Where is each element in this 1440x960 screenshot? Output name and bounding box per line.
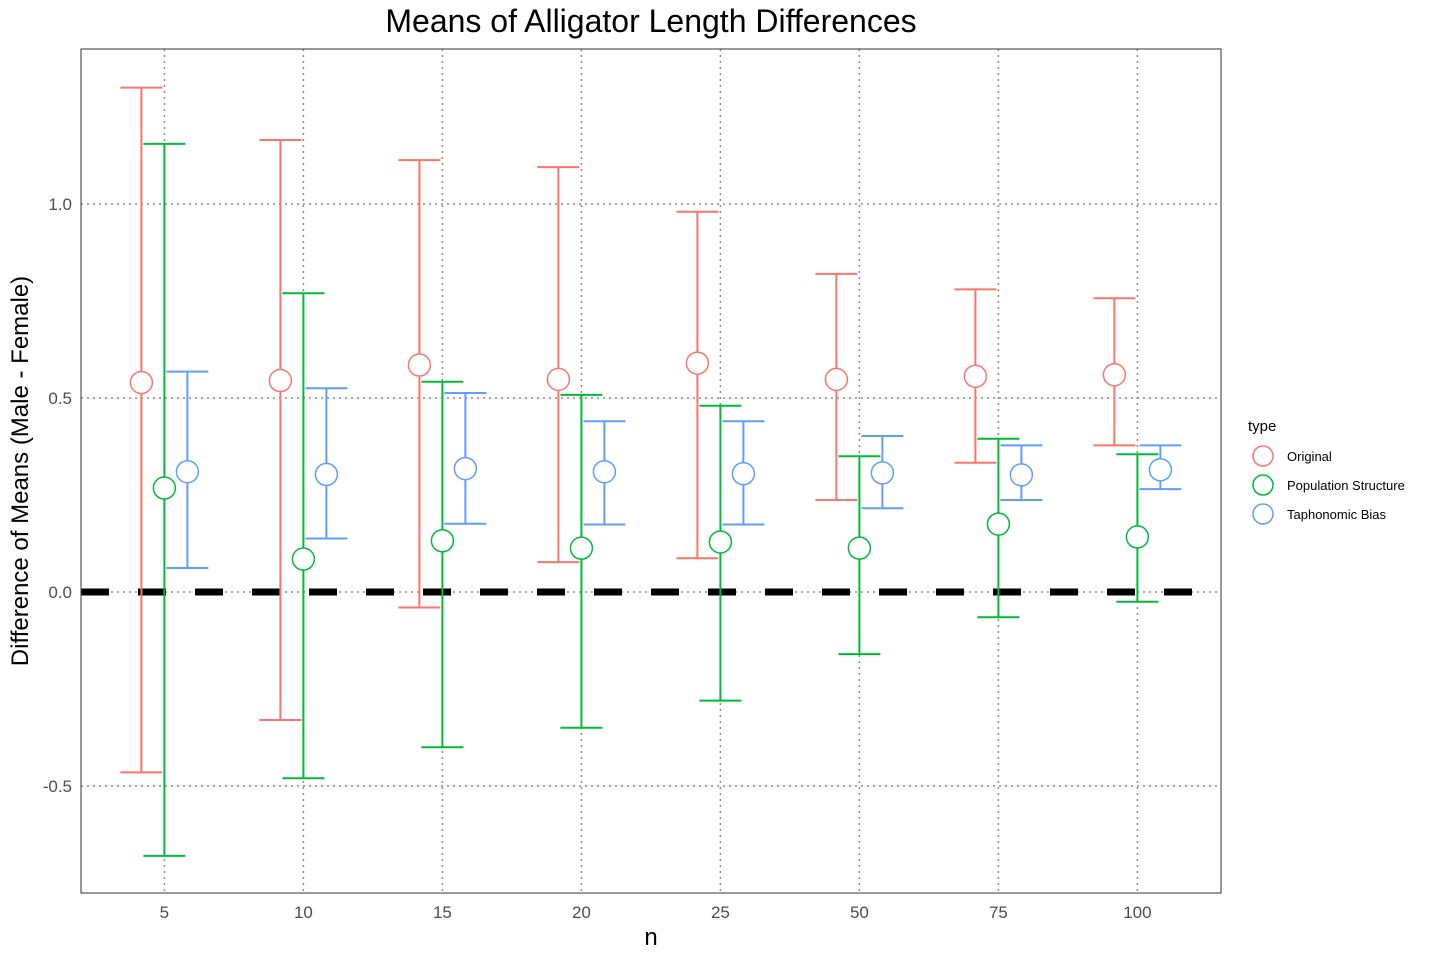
chart-title: Means of Alligator Length Differences	[385, 3, 916, 39]
legend-label: Taphonomic Bias	[1287, 507, 1386, 522]
data-point	[963, 364, 988, 389]
data-point	[685, 351, 710, 375]
legend-key	[1252, 503, 1274, 525]
y-tick-label: -0.5	[43, 777, 72, 796]
x-tick-label: 15	[433, 903, 452, 922]
data-point	[291, 547, 316, 571]
y-axis-title: Difference of Means (Male - Female)	[7, 276, 34, 666]
data-point	[129, 370, 154, 395]
data-point	[592, 459, 617, 484]
plot-area	[81, 49, 1221, 893]
data-point	[569, 536, 594, 560]
data-point	[546, 367, 571, 392]
x-tick-label: 75	[989, 903, 1008, 922]
x-tick-label: 20	[572, 903, 591, 922]
x-axis: 5 10 15 20 25 50 75 100	[160, 903, 1152, 922]
data-point	[175, 459, 200, 484]
data-point	[430, 529, 455, 553]
x-tick-label: 50	[850, 903, 869, 922]
x-tick-label: 100	[1123, 903, 1151, 922]
legend-key	[1252, 445, 1274, 467]
data-point	[708, 530, 733, 554]
y-tick-label: 1.0	[48, 195, 72, 214]
data-point	[407, 353, 432, 377]
legend: type Original Population Structure Taphono…	[1248, 418, 1405, 525]
series-taphonomic-bias	[166, 370, 1182, 569]
data-point	[453, 456, 478, 481]
data-point	[986, 512, 1011, 536]
data-point	[1125, 525, 1150, 549]
data-point	[268, 368, 293, 393]
legend-key	[1252, 474, 1274, 496]
data-point	[847, 536, 872, 560]
legend-label: Population Structure	[1287, 478, 1405, 493]
data-point	[1148, 458, 1173, 482]
plot-border	[80, 48, 1222, 894]
data-point	[314, 462, 339, 487]
data-point	[152, 476, 177, 500]
legend-title: type	[1248, 418, 1276, 435]
y-tick-label: 0.0	[48, 583, 72, 602]
legend-label: Original	[1287, 449, 1332, 464]
series-population-structure	[143, 142, 1159, 857]
x-tick-label: 5	[160, 903, 169, 922]
data-point	[731, 461, 756, 486]
y-axis: -0.5 0.0 0.5 1.0	[43, 195, 72, 796]
data-point	[870, 461, 895, 485]
x-tick-label: 10	[294, 903, 313, 922]
x-axis-title: n	[644, 924, 657, 951]
series-original	[120, 86, 1136, 774]
data-point	[1102, 362, 1127, 387]
data-point	[1009, 463, 1034, 487]
x-tick-label: 25	[711, 903, 730, 922]
y-tick-label: 0.5	[48, 389, 72, 408]
data-point	[824, 367, 849, 392]
